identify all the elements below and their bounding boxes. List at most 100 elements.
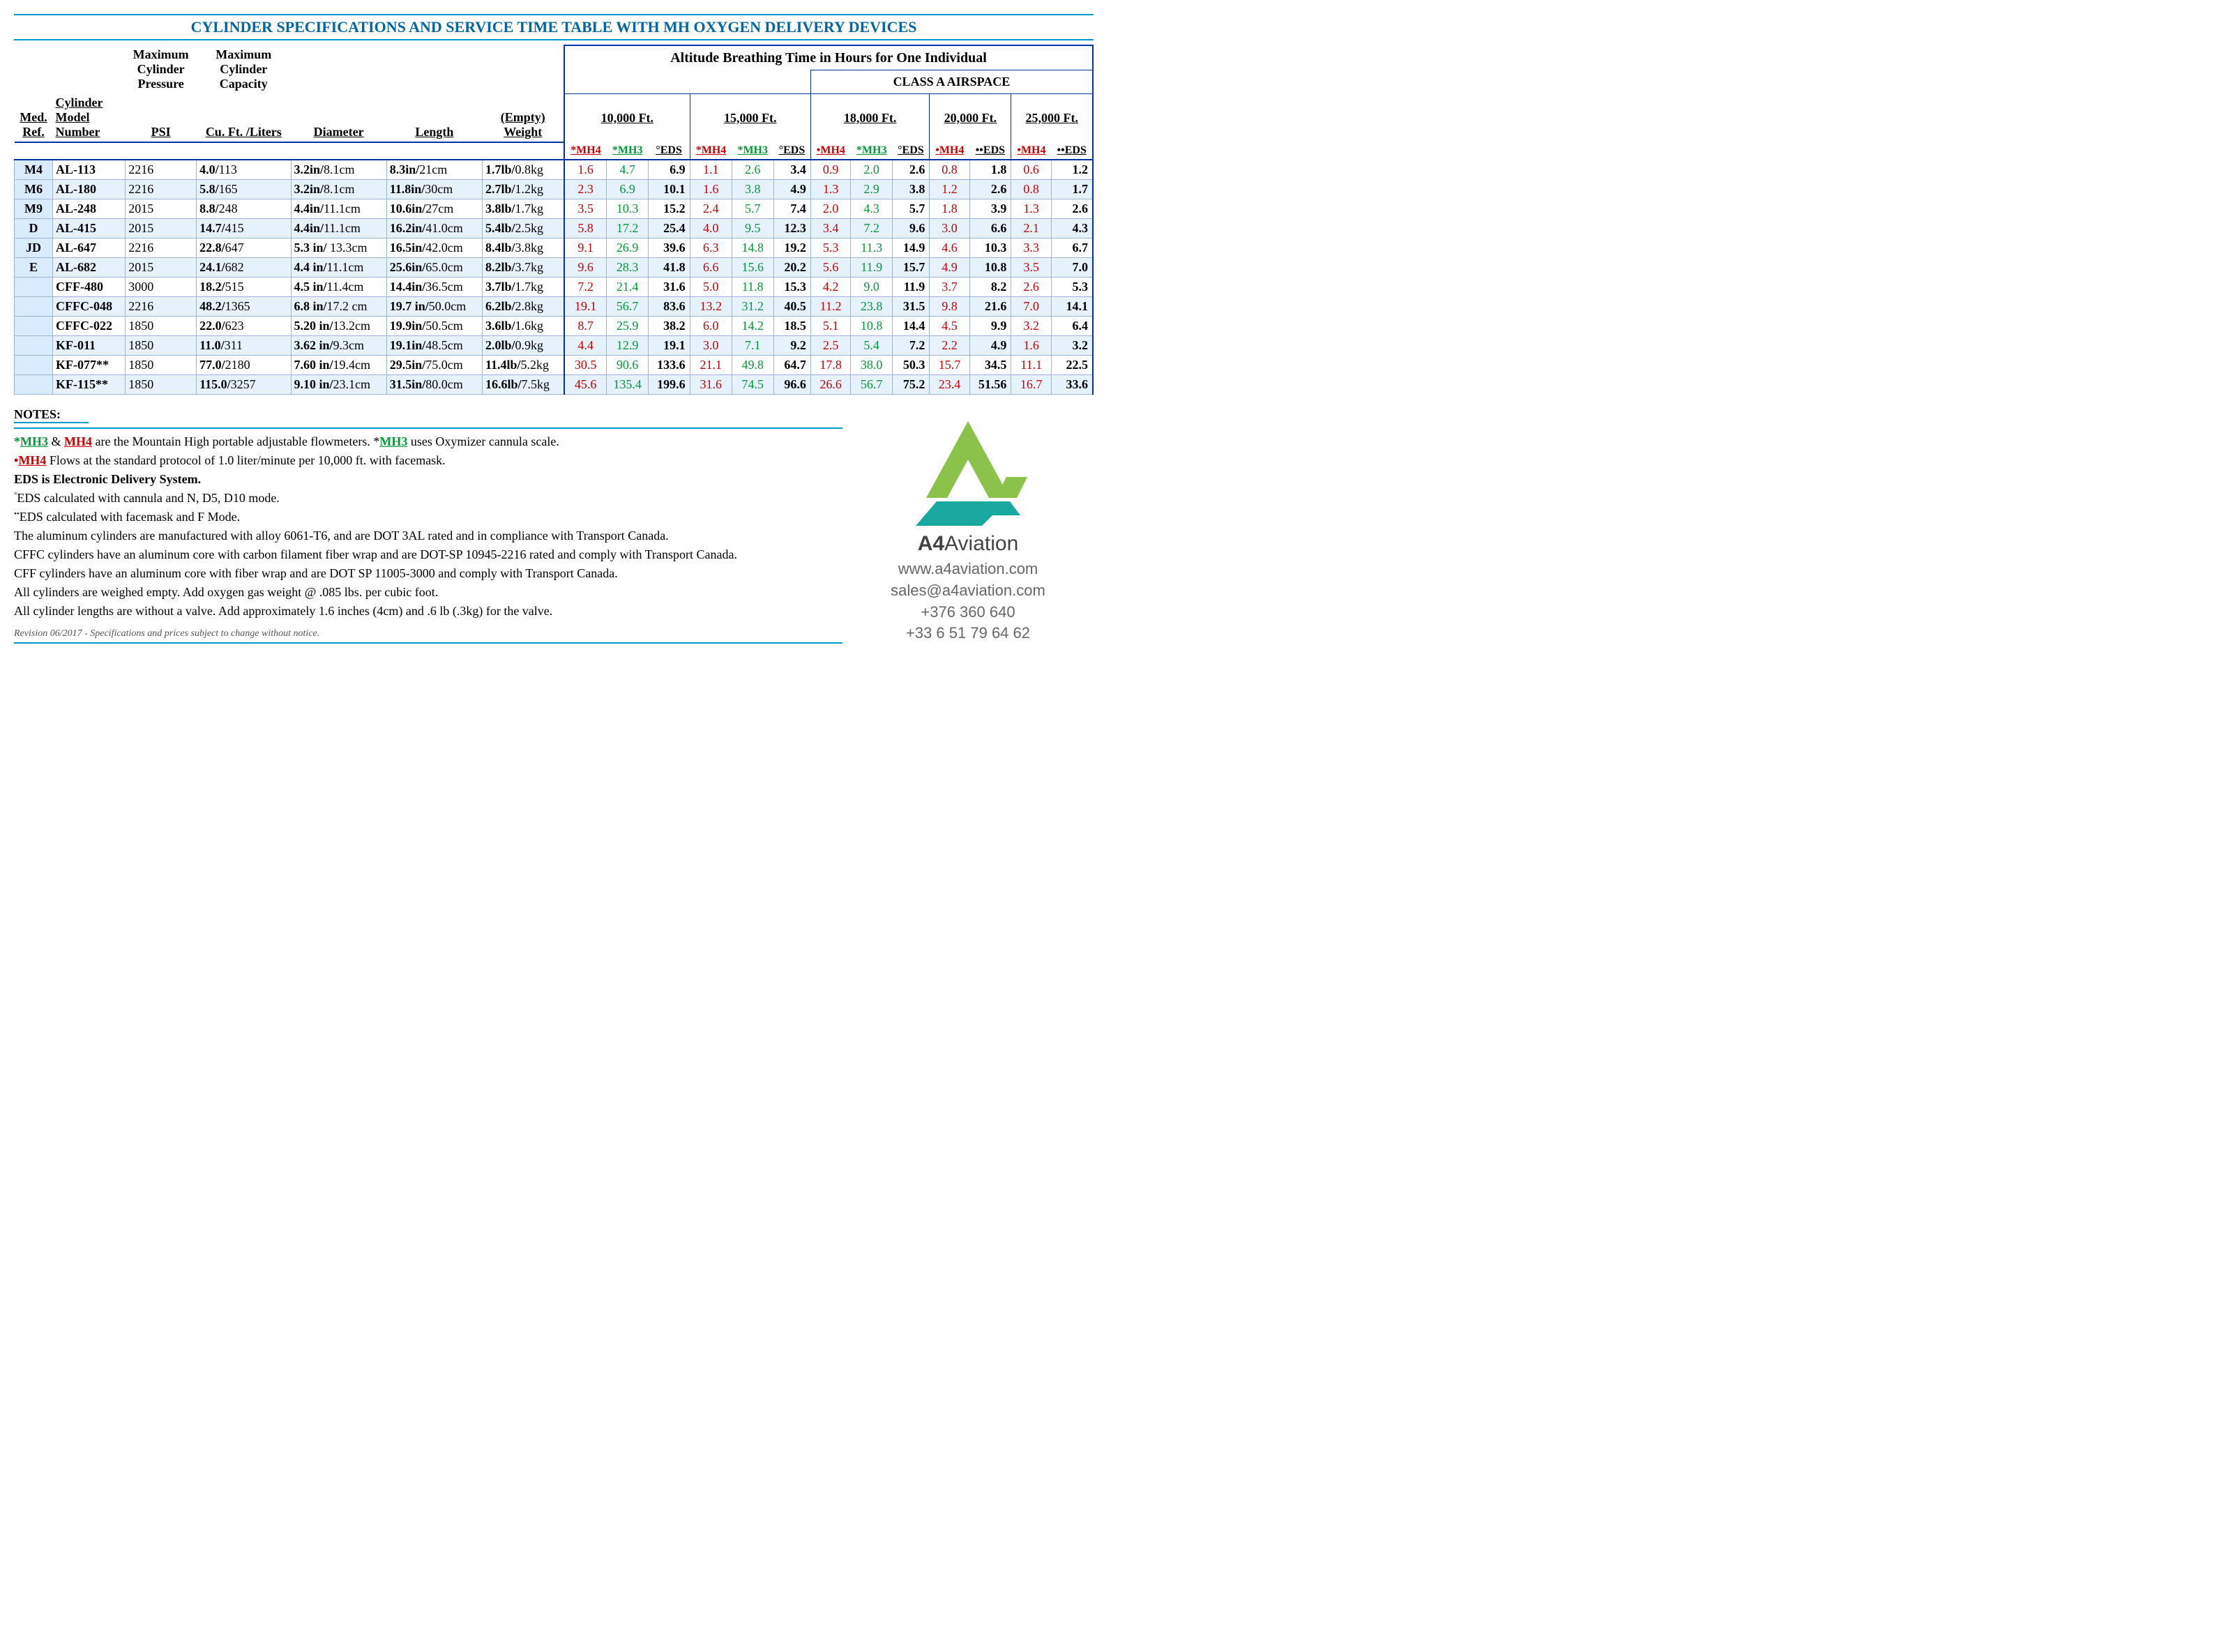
hdr-class-a: CLASS A AIRSPACE — [810, 70, 1093, 93]
cell-eds: 1.7 — [1051, 180, 1093, 199]
cell-psi: 2216 — [126, 180, 197, 199]
cell-capacity: 4.0/113 — [197, 160, 291, 180]
cell-mh3: 7.1 — [732, 336, 773, 356]
cell-length: 25.6in/65.0cm — [386, 258, 482, 278]
cell-mh3: 2.6 — [732, 160, 773, 180]
cell-medref — [15, 317, 53, 336]
cell-capacity: 14.7/415 — [197, 219, 291, 238]
cell-length: 11.8in/30cm — [386, 180, 482, 199]
cell-eds: 51.56 — [969, 375, 1011, 395]
cell-psi: 2015 — [126, 199, 197, 219]
cell-mh4: 5.3 — [810, 238, 850, 258]
cell-mh4: 5.6 — [810, 258, 850, 278]
cell-psi: 2015 — [126, 219, 197, 238]
cell-diameter: 3.2in/8.1cm — [291, 180, 386, 199]
cell-weight: 3.6lb/1.6kg — [482, 317, 564, 336]
spec-table: MaximumCylinderPressure MaximumCylinderC… — [14, 45, 1094, 395]
cell-mh4: 4.9 — [930, 258, 969, 278]
cell-capacity: 18.2/515 — [197, 278, 291, 297]
hdr-cap-top: MaximumCylinderCapacity — [197, 45, 291, 93]
cell-mh3: 9.0 — [851, 278, 893, 297]
cell-mh3: 26.9 — [607, 238, 649, 258]
cell-eds: 15.2 — [649, 199, 690, 219]
cell-medref: M6 — [15, 180, 53, 199]
cell-mh3: 4.7 — [607, 160, 649, 180]
cell-psi: 1850 — [126, 356, 197, 375]
cell-weight: 8.2lb/3.7kg — [482, 258, 564, 278]
cell-mh4: 9.6 — [564, 258, 607, 278]
notes-section: NOTES: *MH3 & MH4 are the Mountain High … — [14, 407, 842, 644]
cell-eds: 20.2 — [773, 258, 810, 278]
cell-eds: 14.4 — [893, 317, 930, 336]
cell-weight: 11.4lb/5.2kg — [482, 356, 564, 375]
note-line: CFFC cylinders have an aluminum core wit… — [14, 547, 842, 562]
cell-eds: 2.6 — [893, 160, 930, 180]
subhdr-mh4_star: *MH4 — [690, 142, 732, 160]
cell-mh4: 2.1 — [1011, 219, 1051, 238]
cell-capacity: 48.2/1365 — [197, 297, 291, 317]
cell-mh3: 56.7 — [851, 375, 893, 395]
cell-mh4: 3.4 — [810, 219, 850, 238]
cell-capacity: 11.0/311 — [197, 336, 291, 356]
notes-title: NOTES: — [14, 407, 89, 423]
cell-eds: 39.6 — [649, 238, 690, 258]
cell-mh3: 135.4 — [607, 375, 649, 395]
cell-eds: 4.9 — [773, 180, 810, 199]
cell-eds: 96.6 — [773, 375, 810, 395]
cell-mh4: 16.7 — [1011, 375, 1051, 395]
cell-eds: 4.9 — [969, 336, 1011, 356]
cell-mh4: 21.1 — [690, 356, 732, 375]
cell-model: AL-180 — [53, 180, 126, 199]
cell-eds: 10.3 — [969, 238, 1011, 258]
cell-mh3: 7.2 — [851, 219, 893, 238]
cell-mh3: 4.3 — [851, 199, 893, 219]
cell-mh3: 5.4 — [851, 336, 893, 356]
hdr-altitude: Altitude Breathing Time in Hours for One… — [564, 45, 1093, 70]
cell-eds: 3.8 — [893, 180, 930, 199]
cell-mh3: 11.9 — [851, 258, 893, 278]
cell-eds: 8.2 — [969, 278, 1011, 297]
cell-mh3: 90.6 — [607, 356, 649, 375]
note-line: The aluminum cylinders are manufactured … — [14, 529, 842, 543]
cell-diameter: 6.8 in/17.2 cm — [291, 297, 386, 317]
cell-eds: 6.9 — [649, 160, 690, 180]
cell-eds: 6.4 — [1051, 317, 1093, 336]
cell-mh4: 1.3 — [1011, 199, 1051, 219]
cell-mh3: 15.6 — [732, 258, 773, 278]
cell-psi: 2015 — [126, 258, 197, 278]
hdr-model: CylinderModelNumber — [53, 93, 126, 142]
cell-mh4: 5.1 — [810, 317, 850, 336]
cell-eds: 25.4 — [649, 219, 690, 238]
subhdr-mh4_dot: •MH4 — [930, 142, 969, 160]
cell-mh3: 31.2 — [732, 297, 773, 317]
cell-eds: 5.3 — [1051, 278, 1093, 297]
cell-eds: 83.6 — [649, 297, 690, 317]
cell-mh4: 2.2 — [930, 336, 969, 356]
cell-eds: 11.9 — [893, 278, 930, 297]
cell-eds: 2.6 — [1051, 199, 1093, 219]
cell-capacity: 24.1/682 — [197, 258, 291, 278]
cell-mh4: 1.6 — [1011, 336, 1051, 356]
contact-phone1: +376 360 640 — [842, 602, 1094, 623]
table-row: EAL-682201524.1/6824.4 in/11.1cm25.6in/6… — [15, 258, 1094, 278]
cell-mh3: 17.2 — [607, 219, 649, 238]
table-row: DAL-415201514.7/4154.4in/11.1cm16.2in/41… — [15, 219, 1094, 238]
cell-eds: 1.8 — [969, 160, 1011, 180]
cell-mh4: 2.4 — [690, 199, 732, 219]
cell-mh4: 31.6 — [690, 375, 732, 395]
subhdr-eds_deg: °EDS — [773, 142, 810, 160]
cell-model: AL-415 — [53, 219, 126, 238]
note-line: °EDS calculated with cannula and N, D5, … — [14, 491, 842, 506]
cell-mh3: 25.9 — [607, 317, 649, 336]
cell-eds: 31.5 — [893, 297, 930, 317]
cell-medref — [15, 336, 53, 356]
cell-length: 8.3in/21cm — [386, 160, 482, 180]
cell-medref: D — [15, 219, 53, 238]
cell-mh4: 8.7 — [564, 317, 607, 336]
cell-length: 19.7 in/50.0cm — [386, 297, 482, 317]
hdr-diameter: Diameter — [291, 93, 386, 142]
cell-psi: 1850 — [126, 375, 197, 395]
company-name: A4Aviation — [842, 532, 1094, 556]
cell-eds: 15.7 — [893, 258, 930, 278]
cell-mh4: 2.5 — [810, 336, 850, 356]
